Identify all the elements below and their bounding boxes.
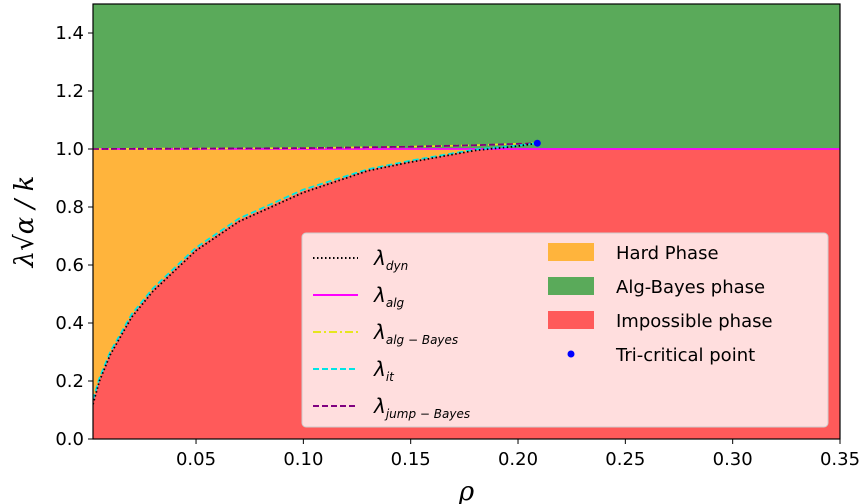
- legend-label: Alg-Bayes phase: [616, 277, 765, 298]
- x-tick-label: 0.25: [605, 449, 645, 470]
- legend-label: λalg: [373, 283, 405, 310]
- legend-label: Impossible phase: [616, 311, 773, 332]
- legend-patch-swatch: [548, 311, 594, 329]
- x-tick-label: 0.10: [283, 449, 323, 470]
- tri-critical-point-marker: [533, 139, 541, 147]
- x-tick-label: 0.35: [820, 449, 860, 470]
- y-tick-label: 0.4: [55, 313, 84, 334]
- x-tick-label: 0.15: [391, 449, 431, 470]
- x-tick-label: 0.30: [713, 449, 753, 470]
- legend-patch-swatch: [548, 243, 594, 261]
- legend-patch-swatch: [548, 277, 594, 295]
- legend-label: λdyn: [373, 246, 408, 273]
- y-tick-label: 0.2: [55, 371, 84, 392]
- y-axis-label: λ√α / k: [10, 176, 40, 269]
- x-axis-label: ρ: [458, 477, 475, 504]
- legend: λdyn λalg λalg − Bayes λit λjump − Bayes Hard…: [301, 232, 829, 428]
- series-line-jump-bayes: [93, 142, 538, 150]
- legend-label: λjump − Bayes: [373, 394, 470, 421]
- legend-point-swatch: [567, 350, 575, 358]
- legend-label: λit: [373, 357, 395, 384]
- axis-ticks: 0.05 0.10 0.15 0.20 0.25 0.30 0.35 0.0 0.2 0.4 0.6…: [55, 23, 860, 470]
- plot-frame: [92, 3, 841, 440]
- region-alg-bayes-phase: [93, 4, 840, 149]
- region-hard-phase: [93, 149, 840, 402]
- y-tick-label: 0.0: [55, 429, 84, 450]
- series-line-dyn: [93, 142, 538, 405]
- y-tick-label: 0.8: [55, 197, 84, 218]
- x-tick-label: 0.05: [176, 449, 216, 470]
- legend-label: λalg − Bayes: [373, 320, 458, 347]
- y-tick-label: 1.4: [55, 23, 84, 44]
- legend-box: [301, 232, 829, 428]
- legend-label: Tri-critical point: [615, 345, 755, 366]
- y-tick-label: 1.0: [55, 139, 84, 160]
- y-tick-label: 1.2: [55, 81, 84, 102]
- x-tick-label: 0.20: [498, 449, 538, 470]
- y-tick-label: 0.6: [55, 255, 84, 276]
- legend-label: Hard Phase: [616, 243, 719, 264]
